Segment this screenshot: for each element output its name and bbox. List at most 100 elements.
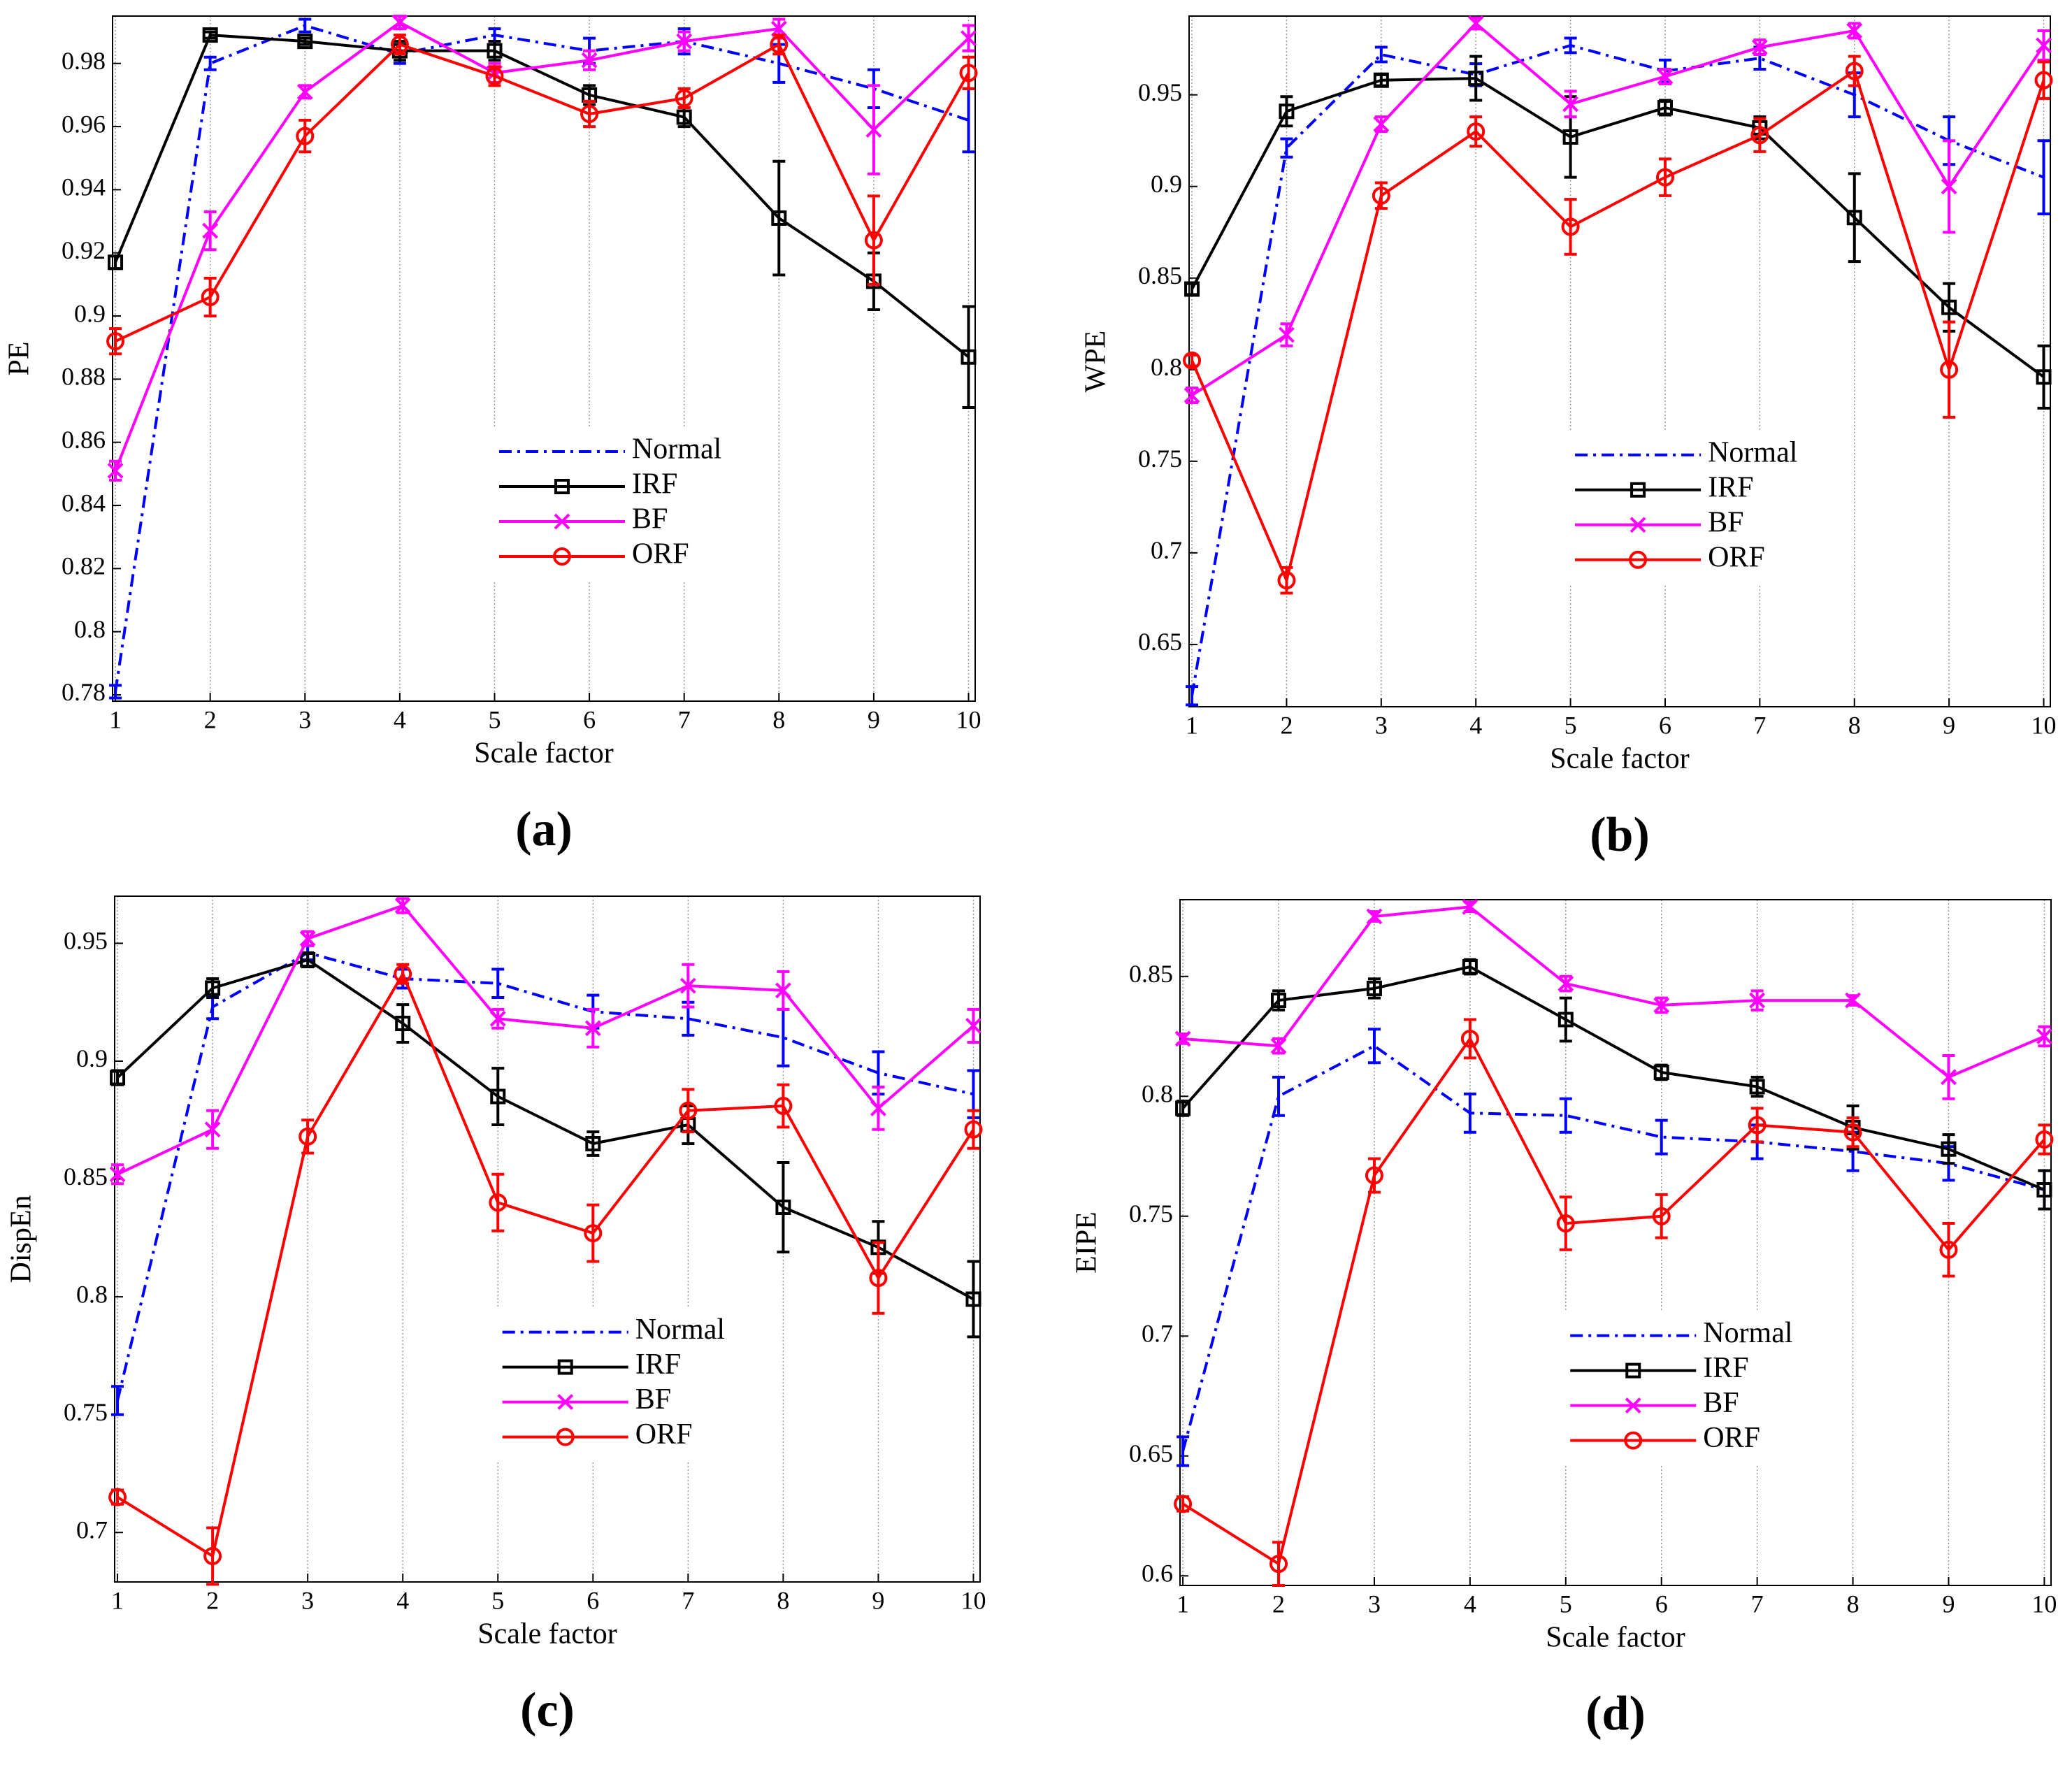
error-bar bbox=[1942, 1222, 1955, 1278]
marker bbox=[770, 20, 787, 37]
panel-caption: (b) bbox=[1590, 808, 1650, 862]
marker bbox=[2036, 1028, 2052, 1044]
y-tick-label: 0.86 bbox=[62, 426, 106, 454]
y-tick-label: 0.85 bbox=[64, 1163, 108, 1190]
marker bbox=[1941, 178, 1957, 195]
series-line bbox=[1181, 965, 2045, 1191]
error-bar bbox=[1655, 1193, 1668, 1239]
marker bbox=[490, 1088, 506, 1105]
marker bbox=[679, 977, 696, 994]
x-axis-label: Scale factor bbox=[1546, 1622, 1685, 1654]
error-bar bbox=[1463, 1018, 1476, 1060]
error-bar bbox=[1943, 320, 1956, 419]
x-tick-label: 7 bbox=[682, 1586, 694, 1614]
error-bar bbox=[203, 30, 217, 40]
x-tick-label: 6 bbox=[583, 705, 596, 733]
error-bar bbox=[298, 17, 312, 34]
y-axis-label: WPE bbox=[1080, 331, 1112, 393]
marker bbox=[1749, 1079, 1765, 1095]
x-tick-label: 1 bbox=[1177, 1590, 1189, 1618]
marker bbox=[1653, 1064, 1669, 1080]
marker bbox=[1941, 1141, 1957, 1157]
error-bar bbox=[2037, 60, 2050, 100]
legend-marker bbox=[554, 513, 570, 530]
marker bbox=[1372, 186, 1390, 205]
marker bbox=[395, 1016, 411, 1032]
marker bbox=[1366, 980, 1382, 996]
marker bbox=[775, 982, 791, 999]
marker bbox=[1845, 992, 1861, 1009]
error-bar bbox=[1177, 1435, 1190, 1467]
error-bar bbox=[1186, 282, 1199, 296]
y-tick-label: 0.75 bbox=[1138, 445, 1182, 473]
y-tick-label: 0.8 bbox=[76, 1280, 108, 1308]
marker bbox=[1751, 39, 1768, 55]
x-tick-label: 8 bbox=[777, 1586, 789, 1614]
marker bbox=[487, 43, 503, 59]
legend-marker bbox=[552, 547, 571, 566]
series-line bbox=[114, 34, 970, 359]
marker bbox=[675, 89, 693, 108]
marker bbox=[1279, 326, 1295, 343]
error-bar bbox=[1559, 1195, 1572, 1251]
chart-panel: 1 2 3 4 5 6 7 8 9 10 0.7 0.75 0.8 0.85 0.9 0.95 Scale fa… bbox=[6, 895, 986, 1737]
y-tick-label: 0.7 bbox=[1142, 1320, 1173, 1348]
x-tick-label: 3 bbox=[301, 1586, 314, 1614]
y-tick-label: 0.88 bbox=[62, 363, 106, 391]
marker bbox=[959, 64, 978, 82]
marker bbox=[584, 1224, 603, 1243]
y-tick-label: 0.95 bbox=[64, 927, 108, 955]
marker bbox=[1277, 571, 1296, 590]
marker bbox=[1271, 993, 1287, 1009]
marker bbox=[299, 930, 316, 947]
legend-marker bbox=[1629, 550, 1648, 569]
marker bbox=[961, 349, 977, 365]
legend-label: IRF bbox=[1703, 1352, 1748, 1384]
legend-label: IRF bbox=[632, 468, 677, 501]
marker bbox=[107, 462, 124, 479]
panel-caption: (a) bbox=[515, 803, 573, 856]
error-bar bbox=[1463, 1092, 1476, 1134]
x-tick-label: 2 bbox=[206, 1586, 219, 1614]
x-tick-label: 5 bbox=[1564, 711, 1577, 739]
y-axis-label: PE bbox=[3, 341, 36, 375]
error-bar bbox=[777, 1083, 790, 1129]
marker bbox=[300, 952, 316, 968]
legend-marker bbox=[1630, 482, 1646, 498]
marker bbox=[298, 1127, 317, 1146]
legend-label: BF bbox=[635, 1383, 671, 1416]
series-line bbox=[115, 42, 970, 343]
error-bar bbox=[2037, 344, 2050, 410]
y-tick-label: 0.65 bbox=[1138, 628, 1182, 656]
error-bar bbox=[298, 36, 312, 46]
marker bbox=[1366, 908, 1383, 925]
x-tick-label: 5 bbox=[491, 1586, 504, 1614]
panel-caption: (c) bbox=[520, 1683, 575, 1737]
marker bbox=[584, 1020, 601, 1037]
legend-marker bbox=[557, 1394, 574, 1411]
y-tick-label: 0.98 bbox=[62, 47, 106, 75]
legend-label: IRF bbox=[1708, 471, 1753, 503]
y-tick-label: 0.95 bbox=[1138, 78, 1182, 106]
y-tick-label: 0.96 bbox=[62, 110, 106, 138]
y-tick-label: 0.9 bbox=[1151, 170, 1182, 198]
error-bar bbox=[203, 55, 217, 71]
marker bbox=[108, 1488, 127, 1506]
marker bbox=[296, 127, 315, 145]
plot-frame bbox=[112, 15, 976, 702]
y-tick-label: 0.9 bbox=[74, 299, 106, 327]
legend-label: Normal bbox=[1703, 1317, 1792, 1349]
x-tick-label: 4 bbox=[1469, 711, 1482, 739]
error-bar bbox=[1658, 157, 1671, 197]
x-tick-label: 4 bbox=[1464, 1590, 1476, 1618]
marker bbox=[297, 34, 313, 50]
x-tick-label: 6 bbox=[1655, 1590, 1668, 1618]
marker bbox=[296, 83, 313, 100]
marker bbox=[2036, 1182, 2052, 1198]
x-tick-label: 5 bbox=[1560, 1590, 1572, 1618]
series-line bbox=[1182, 1036, 2045, 1567]
marker bbox=[1652, 1207, 1671, 1225]
marker bbox=[1270, 1037, 1287, 1054]
marker bbox=[770, 35, 789, 54]
error-bar bbox=[1280, 137, 1293, 159]
